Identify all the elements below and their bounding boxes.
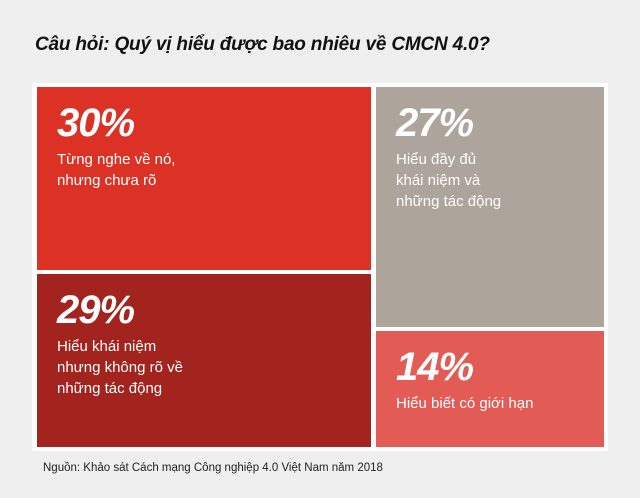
chart-title: Câu hỏi: Quý vị hiểu được bao nhiêu về C… xyxy=(35,34,490,55)
tile-value: 29% xyxy=(57,288,135,332)
tile-value: 14% xyxy=(396,345,474,389)
tile-value: 30% xyxy=(57,101,135,145)
tile-heard-not-clear: 30% Từng nghe về nó, nhưng chưa rõ xyxy=(37,87,371,270)
tile-label: Từng nghe về nó, nhưng chưa rõ xyxy=(57,151,176,189)
source-note: Nguồn: Khảo sát Cách mạng Công nghiệp 4.… xyxy=(43,462,383,474)
tile-value: 27% xyxy=(396,101,474,145)
tile-concept-only: 29% Hiểu khái niệm nhưng không rõ về nhữ… xyxy=(37,274,371,447)
tile-full-understanding: 27% Hiểu đầy đủ khái niệm và những tác đ… xyxy=(376,87,604,327)
tile-label: Hiểu biết có giới hạn xyxy=(396,395,534,412)
tile-label: Hiểu khái niệm nhưng không rõ về những t… xyxy=(57,338,183,397)
tile-limited-understanding: 14% Hiểu biết có giới hạn xyxy=(376,331,604,447)
tile-label: Hiểu đầy đủ khái niệm và những tác động xyxy=(396,151,502,210)
